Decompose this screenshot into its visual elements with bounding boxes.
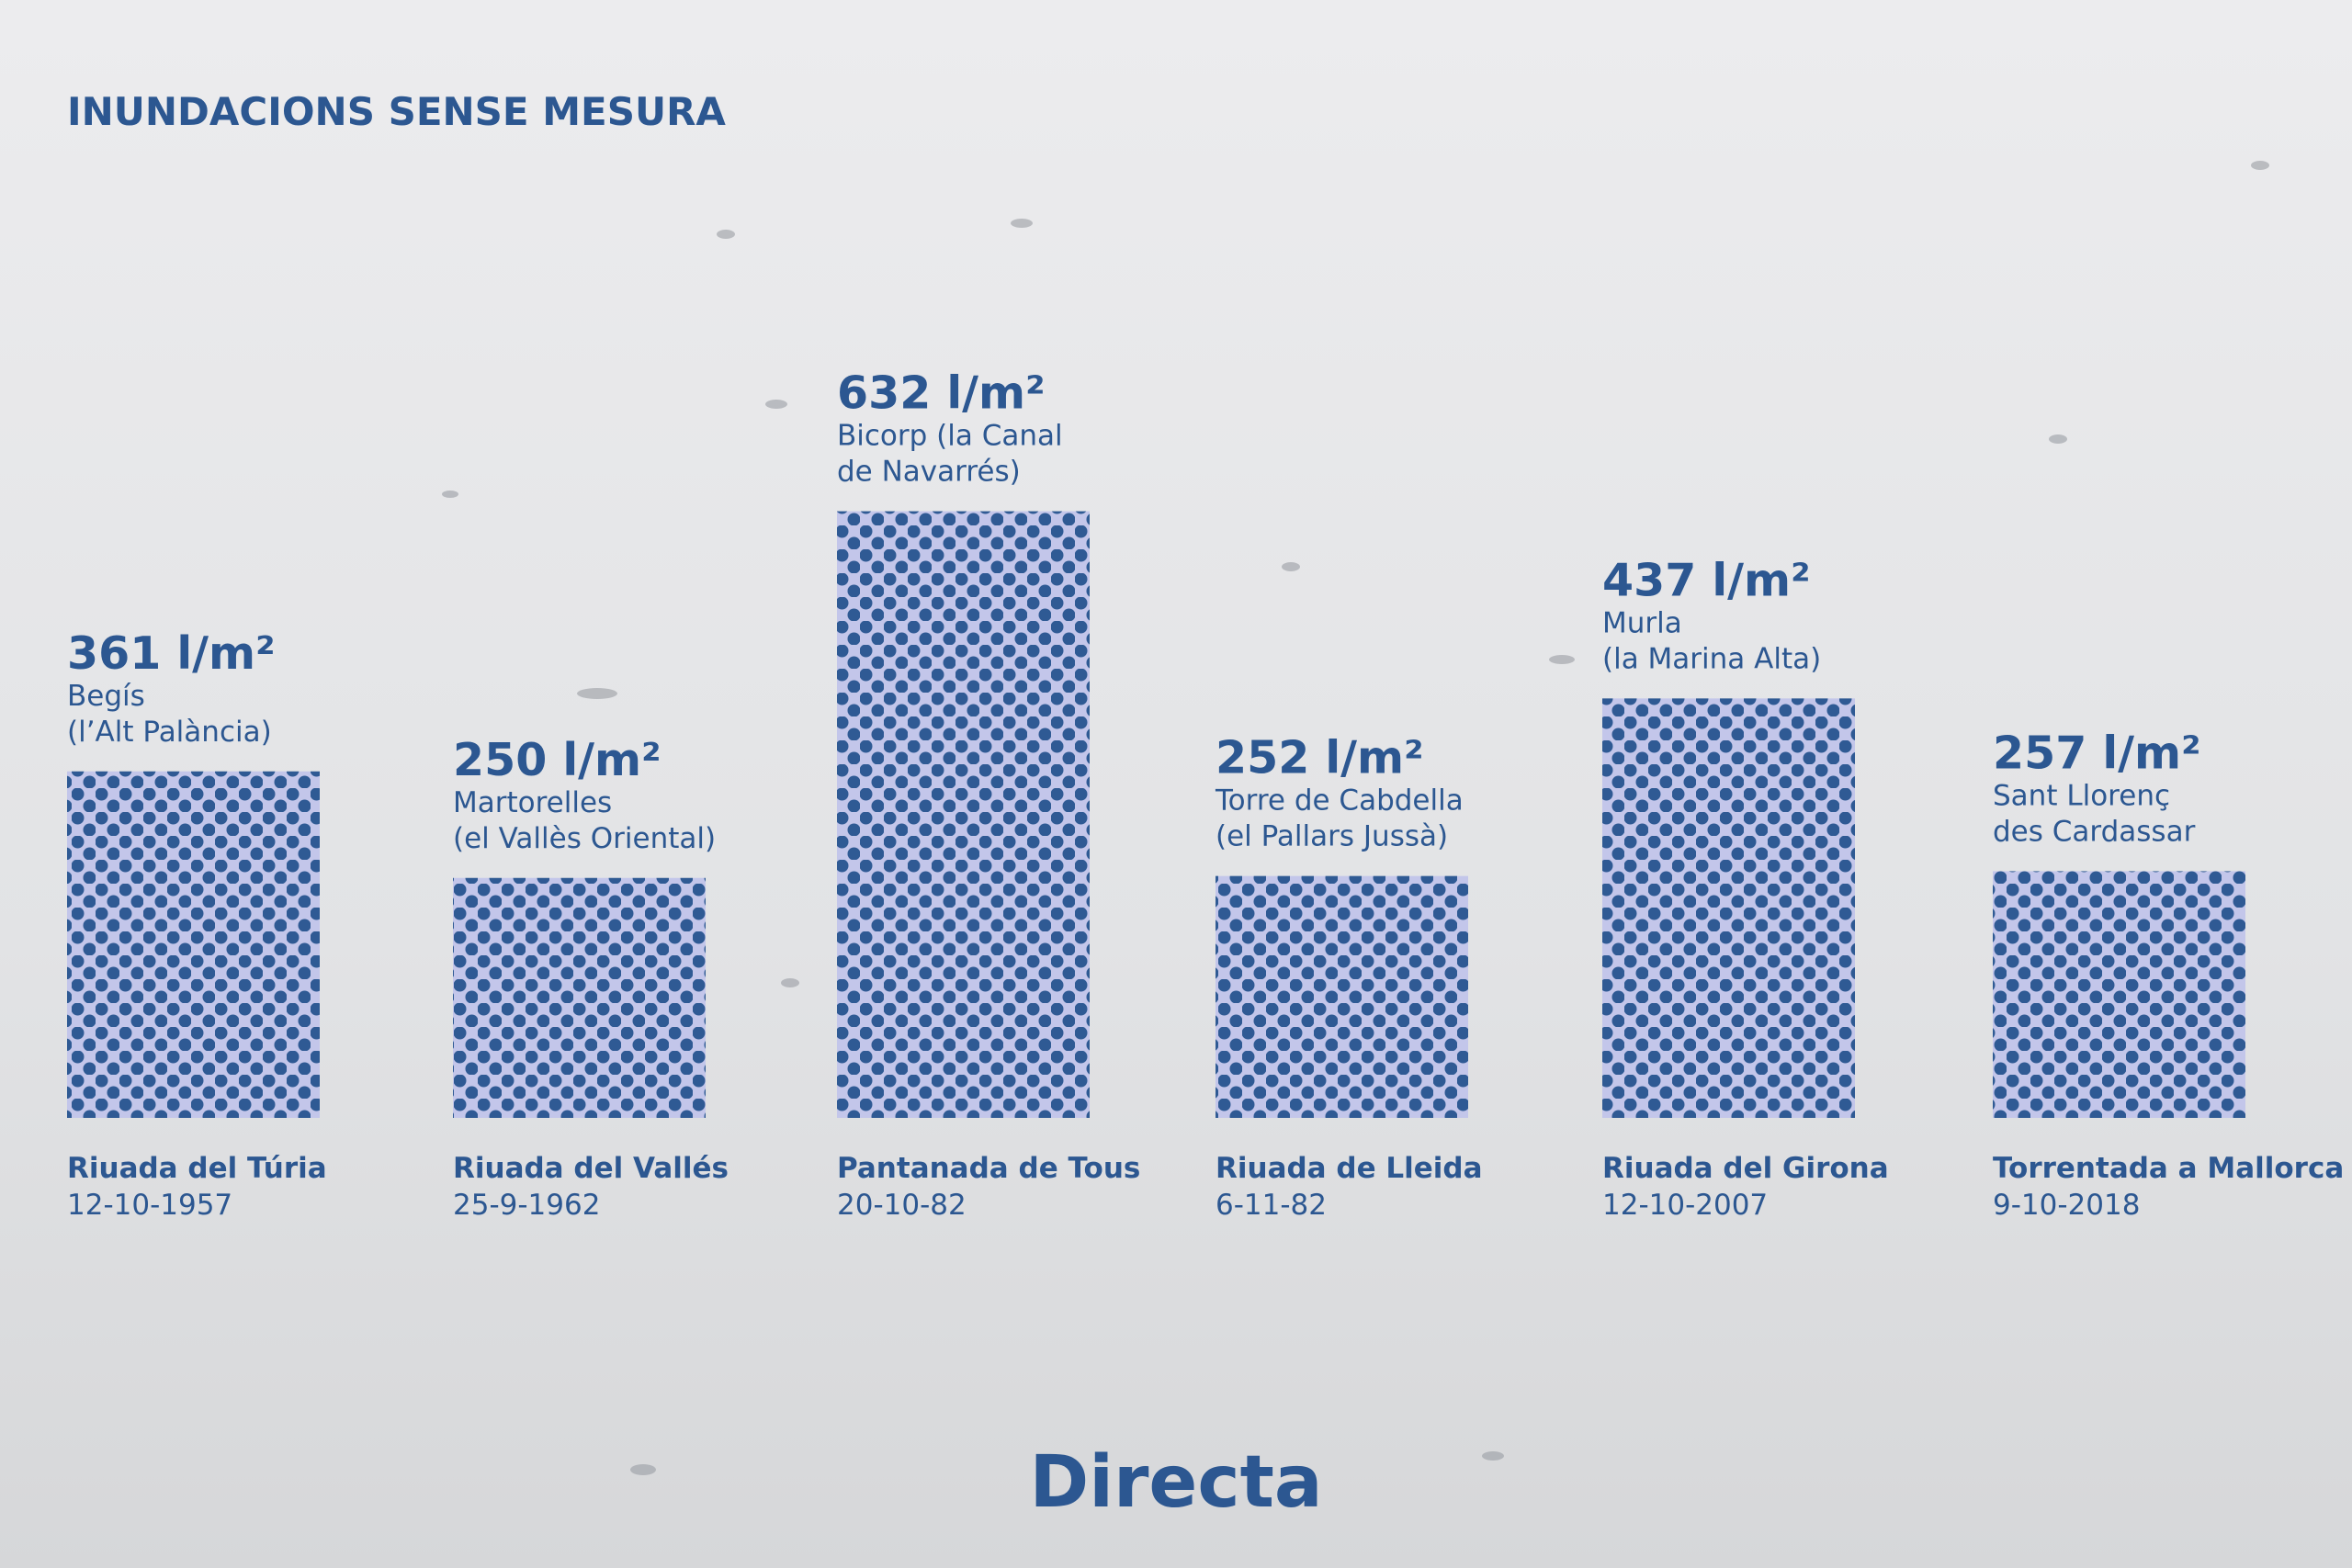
bar	[1993, 871, 2245, 1118]
value-label: 361 l/m²	[67, 627, 276, 680]
raindrops	[442, 161, 2269, 1475]
value-label: 250 l/m²	[453, 734, 662, 786]
location-label: de Navarrés)	[837, 456, 1021, 489]
category-label: Torrentada a Mallorca	[1993, 1152, 2344, 1185]
bar	[453, 877, 706, 1118]
location-label: (el Pallars Jussà)	[1216, 820, 1448, 853]
date-label: 12-10-2007	[1602, 1189, 1768, 1222]
location-label: des Cardassar	[1993, 815, 2196, 848]
date-label: 20-10-82	[837, 1189, 967, 1222]
location-label: Sant Llorenç	[1993, 779, 2170, 812]
bar	[1216, 875, 1468, 1118]
category-label: Riuada del Girona	[1602, 1152, 1889, 1185]
value-label: 632 l/m²	[837, 367, 1046, 420]
chart-title: INUNDACIONS SENSE MESURA	[67, 89, 726, 134]
date-label: 9-10-2018	[1993, 1189, 2140, 1222]
category-label: Riuada del Túria	[67, 1152, 327, 1185]
value-label: 257 l/m²	[1993, 727, 2201, 779]
location-label: Martorelles	[453, 786, 612, 819]
date-label: 25-9-1962	[453, 1189, 600, 1222]
category-label: Riuada del Vallés	[453, 1152, 729, 1185]
logo: Directa	[1029, 1441, 1322, 1524]
bar	[1602, 698, 1855, 1118]
bar	[67, 771, 320, 1118]
date-label: 6-11-82	[1216, 1189, 1327, 1222]
location-label: (l’Alt Palància)	[67, 716, 272, 749]
location-label: Murla	[1602, 606, 1682, 639]
location-label: (la Marina Alta)	[1602, 642, 1821, 675]
bar	[837, 511, 1090, 1118]
location-label: Begís	[67, 680, 145, 713]
date-label: 12-10-1957	[67, 1189, 232, 1222]
category-label: Pantanada de Tous	[837, 1152, 1140, 1185]
location-label: Torre de Cabdella	[1215, 784, 1464, 818]
location-label: (el Vallès Oriental)	[453, 822, 716, 855]
category-label: Riuada de Lleida	[1216, 1152, 1483, 1185]
value-label: 252 l/m²	[1216, 732, 1424, 784]
location-label: Bicorp (la Canal	[837, 420, 1063, 453]
value-label: 437 l/m²	[1602, 554, 1811, 606]
